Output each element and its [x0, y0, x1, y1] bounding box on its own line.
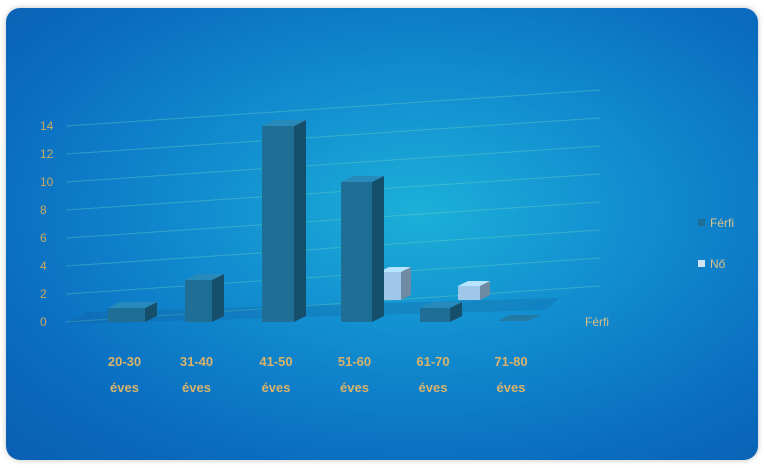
- legend-label-no: Nő: [710, 257, 726, 271]
- legend: Férfi Nő: [698, 216, 734, 271]
- y-tick-label: 12: [40, 147, 54, 161]
- bar-ferfi-side: [294, 120, 306, 322]
- y-tick-label: 10: [40, 175, 54, 189]
- bar-ferfi: [420, 308, 450, 322]
- gridlines: [65, 89, 601, 324]
- bar-ferfi-top: [420, 302, 462, 308]
- bar-ferfi-side: [450, 302, 462, 322]
- gridline: [65, 173, 601, 211]
- legend-swatch-no: [698, 260, 705, 267]
- x-tick-label: 31-40: [180, 354, 213, 369]
- x-tick-label: 41-50: [259, 354, 292, 369]
- gridline: [65, 89, 601, 127]
- y-tick-label: 6: [40, 231, 47, 245]
- bar-ferfi-top: [108, 302, 157, 308]
- x-tick-sublabel: éves: [497, 380, 526, 395]
- x-tick-sublabel: éves: [110, 380, 139, 395]
- x-tick-sublabel: éves: [419, 380, 448, 395]
- legend-label-ferfi: Férfi: [710, 216, 734, 230]
- bar-no-top: [458, 281, 490, 286]
- gridline: [65, 229, 601, 267]
- gridline: [65, 117, 601, 155]
- bar-ferfi: [185, 280, 212, 322]
- bar-ferfi-side: [372, 176, 384, 322]
- x-tick-sublabel: éves: [340, 380, 369, 395]
- y-tick-label: 0: [40, 315, 47, 329]
- x-tick-sublabel: éves: [182, 380, 211, 395]
- x-tick-sublabel: éves: [262, 380, 291, 395]
- bar-ferfi: [498, 315, 540, 321]
- x-tick-label: 51-60: [338, 354, 371, 369]
- x-tick-label: 71-80: [494, 354, 527, 369]
- bar-no-side: [401, 267, 411, 300]
- x-tick-label: 20-30: [108, 354, 141, 369]
- bar-ferfi-top: [185, 274, 224, 280]
- gridline: [65, 201, 601, 239]
- bar-ferfi-side: [212, 274, 224, 322]
- bar-ferfi: [341, 182, 372, 322]
- bar-ferfi: [108, 308, 145, 322]
- bars: [108, 120, 540, 322]
- y-tick-label: 14: [40, 119, 54, 133]
- bar-no: [379, 272, 401, 300]
- bar-no: [458, 286, 480, 300]
- gridline: [65, 145, 601, 183]
- bar-ferfi-top: [341, 176, 384, 182]
- bar-ferfi-side: [145, 302, 157, 322]
- gridline: [65, 257, 601, 295]
- x-axis: 20-30 éves 31-40 éves 41-50 éves 51-60 éves 61-7…: [108, 354, 528, 395]
- x-tick-label: 61-70: [416, 354, 449, 369]
- y-tick-label: 2: [40, 287, 47, 301]
- y-tick-label: 8: [40, 203, 47, 217]
- bar-no-side: [480, 281, 490, 300]
- y-tick-label: 4: [40, 259, 47, 273]
- bar-no-top: [379, 267, 411, 272]
- bar-ferfi-top: [262, 120, 306, 126]
- depth-axis-label: Férfi: [585, 315, 609, 329]
- legend-swatch-ferfi: [698, 219, 705, 226]
- bar-ferfi: [262, 126, 294, 322]
- y-axis: 0 2 4 6 8 10 12 14: [40, 119, 54, 329]
